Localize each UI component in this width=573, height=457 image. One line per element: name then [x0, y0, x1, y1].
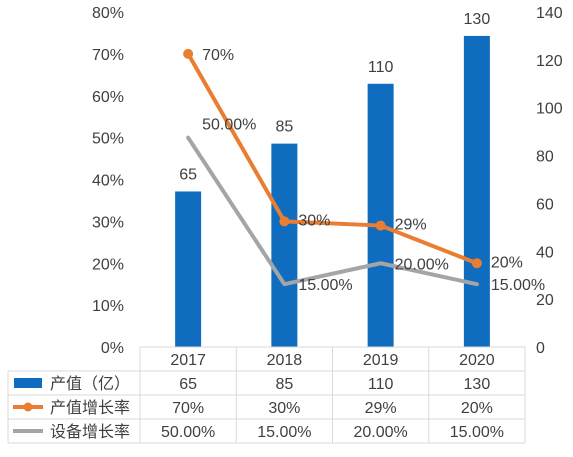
right-axis-tick-label: 100: [536, 101, 563, 118]
right-axis-tick-label: 60: [536, 196, 554, 213]
line-marker: [375, 220, 386, 231]
table-cell: 20%: [461, 400, 493, 417]
line-value-label: 70%: [202, 47, 234, 64]
line-value-label: 15.00%: [491, 277, 545, 294]
table-cell: 20.00%: [353, 424, 407, 441]
bar-value-label: 65: [179, 166, 197, 183]
bar: [463, 35, 490, 348]
legend-label: 设备增长率: [50, 423, 130, 441]
legend-key: [14, 378, 42, 388]
right-axis-tick-label: 80: [536, 149, 554, 166]
bar-value-label: 110: [368, 59, 394, 76]
left-axis-tick-label: 0%: [101, 340, 124, 357]
left-axis-tick-label: 80%: [92, 5, 124, 22]
right-axis-tick-label: 120: [536, 53, 563, 70]
table-cell: 50.00%: [161, 424, 215, 441]
table-cell: 70%: [172, 400, 204, 417]
right-axis-tick-label: 20: [536, 292, 554, 309]
line-value-label: 29%: [395, 217, 427, 234]
left-axis-tick-label: 70%: [92, 47, 124, 64]
category-label: 2017: [170, 352, 206, 369]
line-marker: [471, 258, 482, 269]
legend-label: 产值增长率: [50, 399, 130, 417]
line-value-label: 15.00%: [298, 277, 352, 294]
line-marker: [183, 48, 194, 59]
bar: [175, 191, 202, 347]
left-axis-tick-label: 30%: [92, 214, 124, 231]
table-cell: 29%: [365, 400, 397, 417]
table-cell: 30%: [268, 400, 300, 417]
series-line: [186, 135, 479, 287]
category-label: 2020: [459, 352, 495, 369]
line-marker: [279, 216, 290, 227]
legend-label: 产值（亿）: [50, 375, 130, 393]
table-cell: 130: [464, 376, 491, 393]
left-axis-tick-label: 50%: [92, 131, 124, 148]
left-axis-tick-label: 60%: [92, 89, 124, 106]
line-value-label: 50.00%: [202, 117, 256, 134]
bar: [367, 83, 394, 348]
table-cell: 85: [275, 376, 293, 393]
series-line: [186, 51, 479, 266]
legend-key-marker: [23, 402, 33, 412]
line-value-label: 30%: [298, 212, 330, 229]
table-cell: 15.00%: [257, 424, 311, 441]
bar-value-label: 85: [275, 119, 293, 136]
right-axis-tick-label: 40: [536, 244, 554, 261]
table-cell: 110: [368, 376, 394, 393]
bar-value-label: 130: [464, 11, 491, 28]
table-cell: 65: [179, 376, 197, 393]
left-axis-tick-label: 20%: [92, 256, 124, 273]
line-value-label: 20%: [491, 254, 523, 271]
left-axis-tick-label: 10%: [92, 298, 124, 315]
category-label: 2019: [363, 352, 399, 369]
right-axis-tick-label: 0: [536, 340, 545, 357]
table-cell: 15.00%: [450, 424, 504, 441]
category-label: 2018: [267, 352, 303, 369]
bar: [271, 143, 298, 347]
left-axis-tick-label: 40%: [92, 173, 124, 190]
right-axis-tick-label: 140: [536, 5, 563, 22]
line-value-label: 20.00%: [395, 256, 449, 273]
